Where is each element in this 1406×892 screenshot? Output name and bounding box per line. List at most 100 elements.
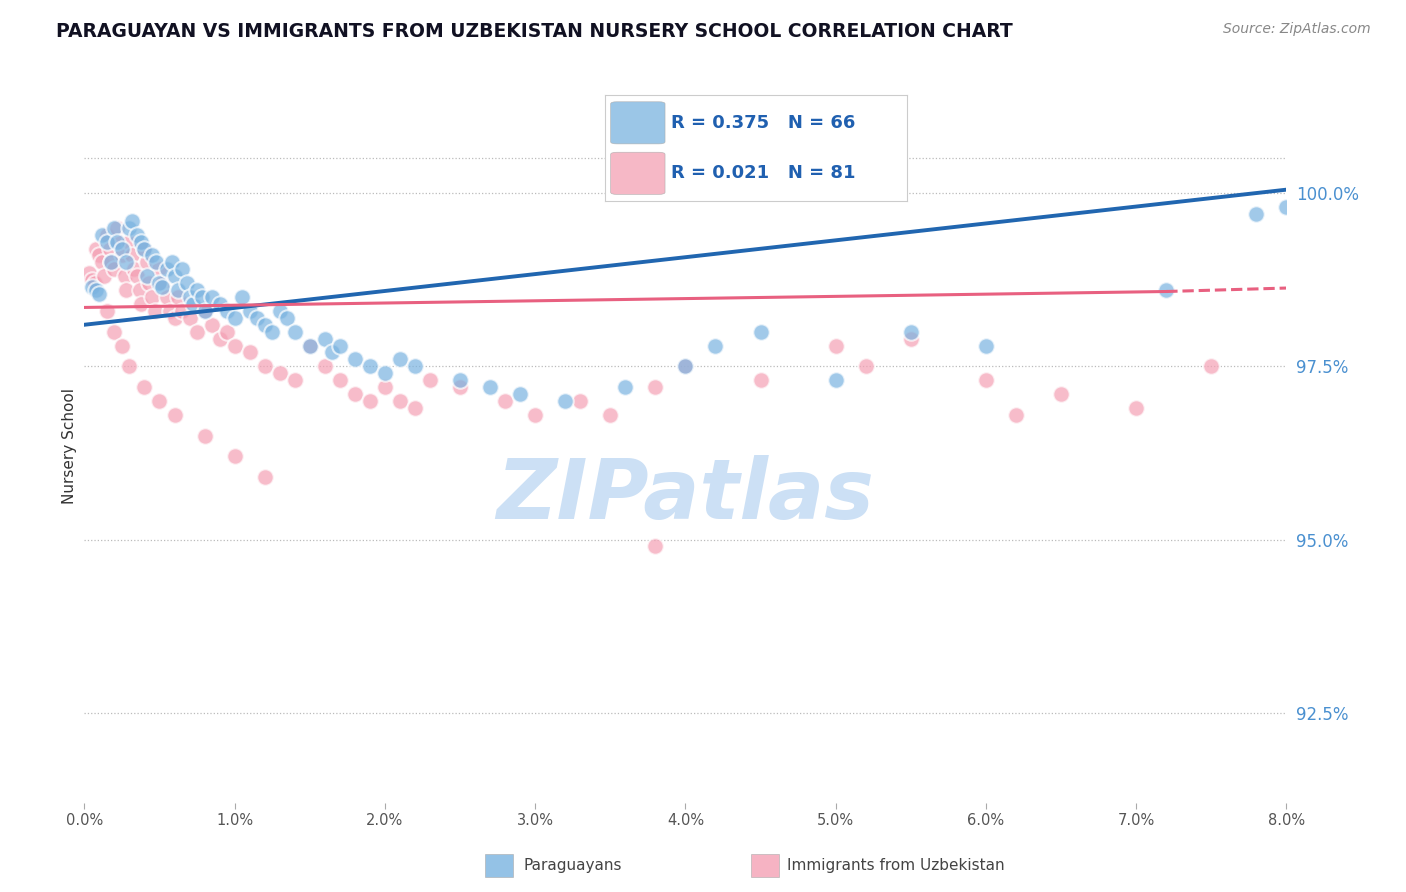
Point: [644, 380, 666, 394]
Text: Source: ZipAtlas.com: Source: ZipAtlas.com: [1223, 22, 1371, 37]
Point: [246, 310, 269, 325]
Point: [114, 269, 136, 284]
Point: [298, 338, 321, 352]
Point: [1050, 387, 1073, 401]
Point: [224, 450, 246, 464]
Point: [329, 338, 352, 352]
Point: [134, 242, 156, 256]
Point: [374, 380, 396, 394]
Point: [974, 373, 997, 387]
Point: [107, 220, 129, 235]
Point: [419, 373, 441, 387]
Point: [145, 255, 167, 269]
Point: [749, 325, 772, 339]
Point: [141, 290, 163, 304]
Point: [83, 276, 105, 290]
Point: [148, 262, 170, 277]
Point: [77, 266, 100, 280]
Point: [224, 338, 246, 352]
Point: [122, 262, 145, 277]
Point: [96, 227, 118, 242]
Point: [176, 276, 198, 290]
Point: [239, 345, 262, 359]
Point: [359, 359, 381, 374]
Point: [91, 227, 114, 242]
Point: [129, 283, 152, 297]
Point: [96, 235, 118, 249]
Point: [163, 269, 186, 284]
Text: Paraguayans: Paraguayans: [523, 858, 621, 872]
Point: [156, 262, 179, 277]
Point: [156, 290, 179, 304]
Point: [1246, 207, 1268, 221]
Point: [201, 318, 224, 332]
Point: [138, 276, 160, 290]
Point: [136, 255, 159, 269]
Point: [262, 325, 284, 339]
Point: [208, 297, 231, 311]
Point: [131, 235, 153, 249]
Point: [143, 304, 166, 318]
Point: [231, 290, 253, 304]
Point: [111, 248, 134, 262]
Point: [160, 255, 183, 269]
Point: [1201, 359, 1223, 374]
Point: [80, 273, 103, 287]
FancyBboxPatch shape: [610, 102, 665, 144]
Point: [121, 248, 143, 262]
Point: [479, 380, 502, 394]
Point: [89, 286, 111, 301]
Point: [125, 269, 148, 284]
Point: [163, 310, 186, 325]
Point: [201, 290, 224, 304]
Point: [194, 428, 217, 442]
Point: [111, 242, 134, 256]
Text: Immigrants from Uzbekistan: Immigrants from Uzbekistan: [787, 858, 1005, 872]
Point: [179, 310, 201, 325]
Point: [134, 380, 156, 394]
Text: R = 0.375   N = 66: R = 0.375 N = 66: [671, 114, 855, 132]
Point: [824, 373, 846, 387]
Point: [329, 373, 352, 387]
Point: [148, 276, 170, 290]
Point: [115, 283, 138, 297]
Point: [121, 214, 143, 228]
Point: [159, 304, 181, 318]
Point: [179, 290, 201, 304]
Point: [404, 401, 426, 415]
Point: [80, 279, 103, 293]
Point: [91, 255, 114, 269]
Point: [253, 470, 276, 484]
Point: [314, 332, 336, 346]
Point: [89, 248, 111, 262]
Point: [118, 220, 141, 235]
Point: [675, 359, 697, 374]
Point: [321, 345, 343, 359]
Point: [194, 304, 217, 318]
Text: R = 0.021   N = 81: R = 0.021 N = 81: [671, 164, 856, 182]
Point: [509, 387, 531, 401]
Point: [118, 235, 141, 249]
Point: [103, 325, 125, 339]
Point: [314, 359, 336, 374]
Point: [239, 304, 262, 318]
Point: [269, 304, 291, 318]
Y-axis label: Nursery School: Nursery School: [62, 388, 77, 504]
Point: [152, 276, 174, 290]
Point: [152, 279, 174, 293]
Point: [86, 283, 108, 297]
Point: [103, 262, 125, 277]
Point: [554, 394, 576, 409]
Point: [614, 380, 637, 394]
Point: [343, 352, 366, 367]
Point: [224, 310, 246, 325]
Point: [100, 255, 122, 269]
Point: [1156, 283, 1178, 297]
Point: [108, 235, 131, 249]
Text: ZIPatlas: ZIPatlas: [496, 456, 875, 536]
Point: [276, 310, 298, 325]
Point: [900, 332, 922, 346]
Point: [166, 283, 188, 297]
Point: [186, 283, 208, 297]
Point: [125, 227, 148, 242]
